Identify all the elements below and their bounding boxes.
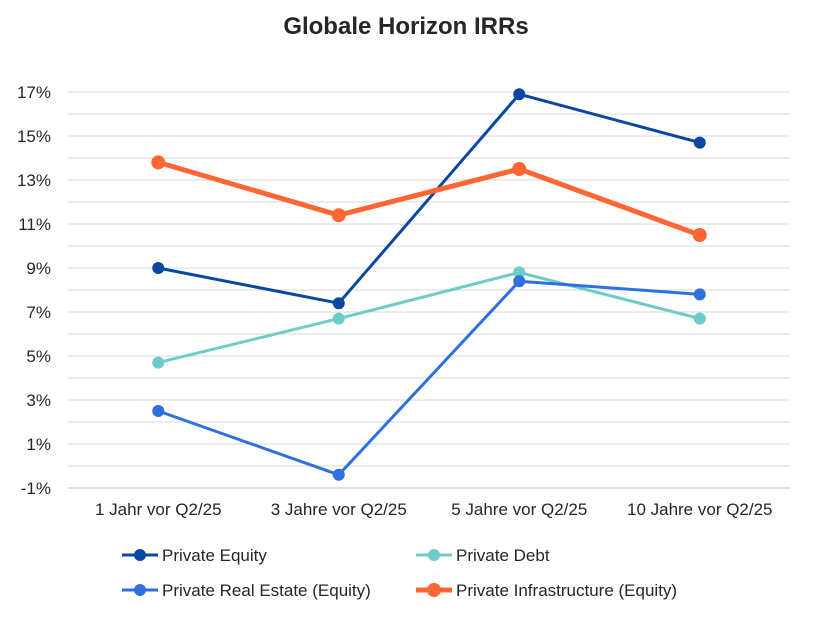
chart-title: Globale Horizon IRRs <box>283 13 528 40</box>
legend-label: Private Real Estate (Equity) <box>162 581 371 600</box>
y-tick-label: 3% <box>26 391 51 410</box>
series-line <box>157 160 701 238</box>
data-point <box>152 405 165 417</box>
legend-item: Private Debt <box>416 546 550 565</box>
grid-layer <box>68 91 790 489</box>
series-3 <box>151 155 707 242</box>
legend-swatch-marker <box>427 583 441 597</box>
legend-swatch-marker <box>428 549 440 561</box>
series-line <box>157 92 701 305</box>
y-tick-label: 11% <box>18 215 51 234</box>
y-tick-label: 15% <box>17 127 51 146</box>
legend-label: Private Equity <box>162 546 267 565</box>
x-tick-label: 1 Jahr vor Q2/25 <box>95 500 222 519</box>
data-point <box>332 468 345 481</box>
y-axis-ticks: -1% 1% 3% 5% 7% 9% 11% 13% 15% 17% <box>17 83 51 498</box>
legend-item: Private Infrastructure (Equity) <box>416 581 677 600</box>
data-point <box>513 88 526 101</box>
data-point <box>513 275 526 288</box>
legend: Private Equity Private Debt Private Real E… <box>122 546 677 600</box>
series-0 <box>152 88 706 310</box>
series-line <box>157 270 701 365</box>
legend-item: Private Equity <box>122 546 267 565</box>
data-point <box>512 162 527 176</box>
data-point <box>692 228 707 242</box>
data-point <box>693 288 706 301</box>
legend-swatch-marker <box>134 584 146 596</box>
series-line <box>157 279 700 477</box>
legend-item: Private Real Estate (Equity) <box>122 581 371 600</box>
legend-swatch-marker <box>134 549 146 561</box>
x-tick-label: 3 Jahre vor Q2/25 <box>271 500 407 519</box>
y-tick-label: 7% <box>26 303 51 322</box>
data-point <box>331 208 346 223</box>
x-tick-label: 5 Jahre vor Q2/25 <box>451 500 587 519</box>
legend-label: Private Infrastructure (Equity) <box>456 581 677 600</box>
data-point <box>152 262 165 274</box>
data-point <box>693 312 706 325</box>
data-point <box>151 155 166 170</box>
data-point <box>513 266 526 279</box>
series-layer <box>151 88 707 481</box>
y-tick-label: 1% <box>26 435 51 454</box>
series-2 <box>152 275 706 481</box>
series-1 <box>152 266 706 369</box>
data-point <box>332 312 345 325</box>
data-point <box>693 136 706 149</box>
y-tick-label: -1% <box>21 479 51 498</box>
y-tick-label: 13% <box>17 171 51 190</box>
x-axis-ticks: 1 Jahr vor Q2/25 3 Jahre vor Q2/25 5 Jahre… <box>95 500 773 519</box>
data-point <box>332 297 345 310</box>
y-tick-label: 9% <box>26 259 51 278</box>
legend-label: Private Debt <box>456 546 550 565</box>
y-tick-label: 17% <box>17 83 51 102</box>
y-tick-label: 5% <box>26 347 51 366</box>
data-point <box>152 356 165 369</box>
x-tick-label: 10 Jahre vor Q2/25 <box>627 500 773 519</box>
